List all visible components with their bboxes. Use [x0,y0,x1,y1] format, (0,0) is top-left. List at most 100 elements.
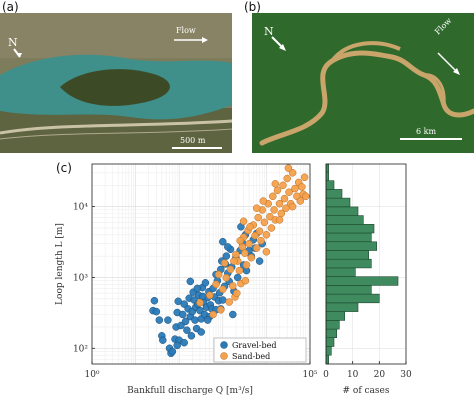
histogram-bar [325,258,372,269]
sand-bed-point [220,259,229,267]
histogram-tick-label: 20 [374,370,386,380]
north-arrow-icon [271,36,286,51]
gravel-bed-point [224,243,232,251]
sand-bed-point [232,250,240,259]
histogram-tick-label: 0 [323,370,329,380]
gravel-bed-point [150,296,159,305]
sand-bed-point [230,257,238,265]
gravel-bed-point [155,316,164,324]
sand-bed-point [222,274,231,282]
sand-bed-point [288,169,297,177]
sand-bed-point [296,197,305,205]
histogram-bar [325,224,375,234]
histogram-bar [325,311,346,321]
sand-bed-point [226,265,235,274]
gravel-bed-point [191,316,199,324]
legend-label-gravel: Gravel-bed [232,341,276,350]
loop-length-chart: 10⁰ 10⁵ 10² 10³ 10⁴ 0 10 20 30 Gravel-bed Sand-… [55,163,412,396]
sand-bed-point [238,243,247,251]
sand-bed-point [262,248,271,256]
histogram-bar [325,293,380,304]
sand-bed-point [212,280,220,289]
north-label-a: N [8,36,18,49]
flow-arrow-icon [437,52,460,75]
sand-bed-point [270,206,278,214]
sand-bed-point [300,173,309,182]
sand-bed-point [229,282,237,290]
sand-bed-point [241,249,249,257]
flow-arrow-icon [174,37,208,43]
gravel-bed-point [180,338,188,347]
scatter-frame [91,163,311,365]
histogram-bars [325,163,399,365]
scatter-y-axis-label: Loop length L [m] [55,223,65,305]
gravel-bed-point [229,310,237,319]
histogram-bar [325,320,340,330]
sand-bed-point [285,188,293,196]
x-tick-label: 10⁵ [302,370,317,380]
histogram-bar [325,346,332,356]
north-label-b: N [264,25,274,38]
histogram-bar [325,250,370,260]
sand-bed-point [275,216,284,224]
sand-bed-point [246,223,254,231]
panel-b-label: (b) [244,0,261,14]
histogram-axes: 0 10 20 30 [323,361,412,380]
sand-bed-point [251,231,259,240]
sand-bed-point [288,202,297,211]
sand-bed-point [275,199,284,208]
legend-marker-sand [220,352,228,360]
histogram-bar [325,163,330,173]
gravel-bed-point [186,277,195,286]
y-tick-label: 10² [73,344,88,354]
scatter-points [149,164,310,358]
sand-bed-point [217,306,225,314]
gravel-bed-point [219,237,227,246]
sand-bed-point [252,244,261,252]
panel-c-label: (c) [56,161,72,175]
y-tick-label: 10⁴ [73,203,88,213]
gravel-bed-point [181,317,190,326]
histogram-bar [325,302,359,312]
gravel-bed-point [203,316,212,324]
flow-label-a: Flow [176,26,196,35]
histogram-x-axis-label: # of cases [343,386,390,396]
histogram-tick-label: 10 [347,370,359,380]
histogram-bar [325,180,335,190]
scale-label-a: 500 m [180,136,206,145]
sand-bed-point [302,192,310,201]
sand-bed-point [239,217,248,226]
sand-bed-point [254,213,262,222]
sand-bed-point [257,236,265,245]
histogram-bar [325,189,343,199]
histogram-bar [325,276,399,286]
gravel-bed-point [164,316,172,324]
sand-bed-point [298,183,306,191]
sand-bed-point [283,174,291,183]
gravel-bed-point [173,341,181,350]
gravel-bed-point [197,328,205,336]
sand-bed-point [267,224,276,232]
sand-bed-point [214,270,223,279]
sand-bed-point [279,181,287,190]
sand-bed-point [225,298,233,306]
sand-bed-point [284,164,293,172]
gravel-bed-point [222,252,231,260]
legend-marker-gravel [220,341,228,349]
histogram-bar [325,206,359,216]
gravel-bed-point [178,310,187,319]
sand-bed-point [247,253,256,262]
sand-bed-point [262,231,271,239]
gravel-bed-point [193,284,202,293]
sand-bed-point [273,186,282,195]
histogram-bar [325,232,372,242]
histogram-tick-label: 30 [400,370,412,380]
histogram-frame [325,163,407,365]
sand-bed-point [242,261,251,269]
scatter-x-axis-label: Bankfull discharge Q [m³/s] [127,386,253,396]
histogram-bar [325,241,378,251]
gravel-bed-point [201,279,210,287]
sand-bed-point [196,298,204,307]
histogram-bar [325,328,337,338]
gravel-bed-point [219,296,227,304]
